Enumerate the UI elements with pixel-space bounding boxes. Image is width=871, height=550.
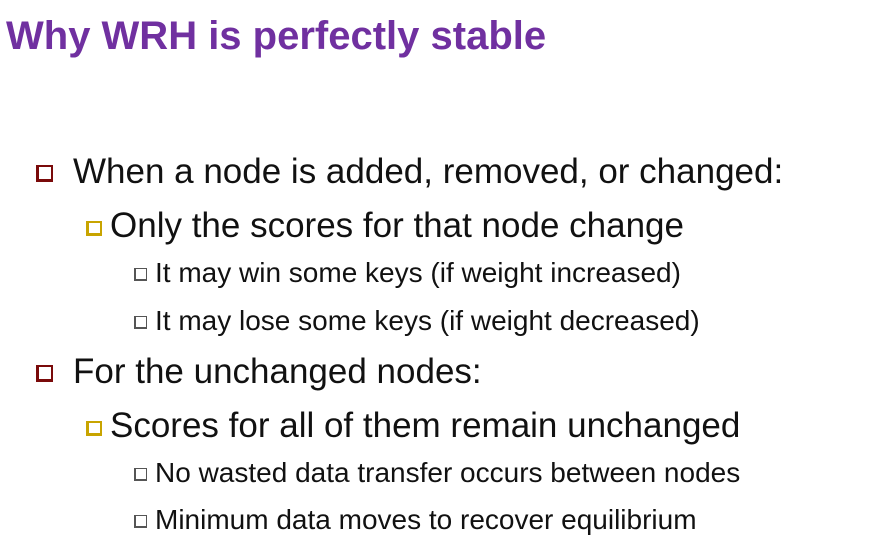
bullet-level1-unchanged-nodes: For the unchanged nodes: [36, 351, 482, 393]
bullet-text: It may win some keys (if weight increase… [155, 257, 681, 288]
square-bullet-icon [134, 267, 147, 281]
bullet-text: Only the scores for that node change [110, 206, 684, 245]
square-bullet-icon [86, 420, 102, 436]
bullet-text: For the unchanged nodes: [73, 352, 482, 391]
square-bullet-icon [36, 364, 53, 382]
bullet-level2-scores-change: Only the scores for that node change [86, 205, 684, 247]
bullet-level1-node-change: When a node is added, removed, or change… [36, 151, 783, 193]
bullet-text: When a node is added, removed, or change… [73, 152, 784, 191]
square-bullet-icon [134, 315, 147, 329]
bullet-level3-lose-keys: It may lose some keys (if weight decreas… [134, 304, 700, 338]
square-bullet-icon [36, 164, 53, 182]
bullet-level2-scores-unchanged: Scores for all of them remain unchanged [86, 405, 740, 447]
bullet-level3-win-keys: It may win some keys (if weight increase… [134, 256, 681, 290]
square-bullet-icon [86, 220, 102, 236]
bullet-level3-minimum-data-moves: Minimum data moves to recover equilibriu… [134, 503, 697, 537]
slide-title: Why WRH is perfectly stable [6, 14, 547, 58]
bullet-text: Scores for all of them remain unchanged [110, 406, 741, 445]
square-bullet-icon [134, 467, 147, 481]
square-bullet-icon [134, 514, 147, 528]
bullet-text: It may lose some keys (if weight decreas… [155, 305, 700, 336]
bullet-level3-no-wasted-transfer: No wasted data transfer occurs between n… [134, 456, 740, 490]
bullet-text: Minimum data moves to recover equilibriu… [155, 504, 697, 535]
bullet-text: No wasted data transfer occurs between n… [155, 457, 741, 488]
